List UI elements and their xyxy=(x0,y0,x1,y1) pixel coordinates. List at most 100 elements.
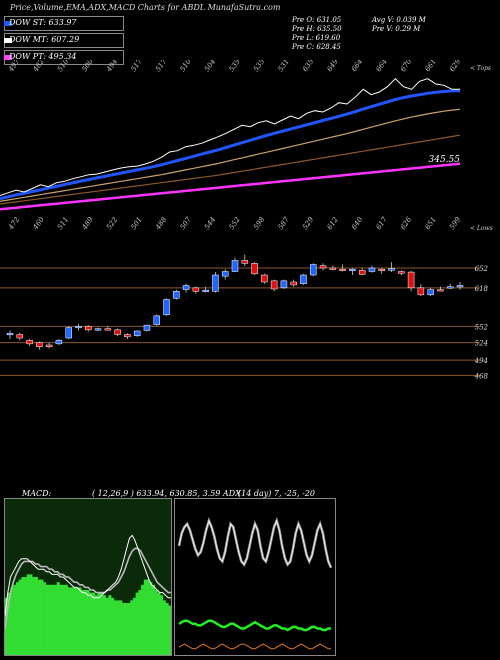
macd-main-line xyxy=(5,534,171,617)
top-tick-label: 494 xyxy=(105,60,120,74)
macd-histogram-bar xyxy=(141,584,145,655)
candle-body xyxy=(55,340,63,345)
adx-panel xyxy=(174,498,336,656)
macd-histogram-bar xyxy=(21,577,25,655)
macd-histogram-bar xyxy=(149,582,153,655)
macd-histogram-bar xyxy=(89,592,93,655)
candle-body xyxy=(319,265,327,269)
macd-histogram-bar xyxy=(135,592,139,655)
price-tick-label: 652 xyxy=(475,265,489,273)
adx-white-line-outer xyxy=(177,516,333,569)
ema-pt-line xyxy=(0,162,461,211)
bottom-tick-label: 598 xyxy=(252,215,267,231)
bottom-tick-label: 501 xyxy=(130,216,144,232)
macd-histogram-bar xyxy=(108,595,112,655)
macd-histogram-bar xyxy=(34,577,38,655)
macd-histogram-bar xyxy=(168,605,171,655)
macd-histogram-bar xyxy=(62,584,66,655)
price-tick-label: 524 xyxy=(475,340,488,348)
candle-body xyxy=(378,268,385,271)
candle-body xyxy=(329,267,337,270)
candle-body xyxy=(456,285,464,288)
bottom-tick-label: 511 xyxy=(56,216,70,232)
top-tick-label: 531 xyxy=(277,60,291,73)
candle-body xyxy=(398,271,405,274)
candle-body xyxy=(251,263,258,275)
legend-dow-st: DOW ST: 633.97 xyxy=(4,16,124,31)
macd-histogram-bar xyxy=(5,597,9,655)
candle-body xyxy=(388,268,395,271)
macd-histogram-bar xyxy=(111,597,115,655)
macd-histogram-bar xyxy=(92,592,96,655)
macd-histogram-bar xyxy=(102,595,106,655)
corner-lows-label: < Lows xyxy=(470,225,493,232)
macd-histogram-bar xyxy=(162,600,166,655)
candle-body xyxy=(114,329,121,335)
macd-histogram-bar xyxy=(100,592,104,655)
macd-values: ( 12,26,9 ) 633.94, 630.85, 3.59 ADX xyxy=(92,489,241,498)
macd-histogram-bar xyxy=(32,577,36,655)
candle-body xyxy=(261,274,268,283)
top-tick-label: 517 xyxy=(154,60,169,73)
candle-body xyxy=(221,271,229,277)
candle-body xyxy=(310,264,317,276)
legend-dow-pt: DOW PT: 495.34 xyxy=(4,50,124,65)
legend-swatch-pt xyxy=(4,55,12,60)
candle-body xyxy=(300,274,307,284)
bottom-tick-label: 640 xyxy=(350,215,365,231)
macd-label: MACD: xyxy=(22,489,52,498)
candle-body xyxy=(143,324,151,331)
candle-body xyxy=(26,340,33,345)
bottom-tick-label: 617 xyxy=(375,215,390,231)
macd-histogram-bar xyxy=(124,603,128,655)
adx-white-line xyxy=(178,519,332,568)
candle-body xyxy=(290,281,297,286)
candle-body xyxy=(16,334,24,339)
bottom-tick-label: 552 xyxy=(228,215,243,231)
bottom-tick-label: 507 xyxy=(179,215,194,231)
macd-histogram-bar xyxy=(127,603,131,655)
adx-orange-line xyxy=(178,643,331,650)
bottom-tick-label: 612 xyxy=(326,215,341,231)
top-tick-label: 670 xyxy=(399,60,414,73)
macd-histogram-bar xyxy=(157,592,161,655)
macd-histogram-bar xyxy=(143,579,147,655)
macd-histogram-bar xyxy=(64,584,68,655)
macd-histogram-bar xyxy=(10,587,14,655)
chart-title: Price,Volume,EMA,ADX,MACD Charts for ABD… xyxy=(10,3,281,12)
macd-histogram-bar xyxy=(59,584,63,655)
macd-histogram-bar xyxy=(15,582,19,655)
macd-histogram-bar xyxy=(70,587,74,655)
bottom-tick-label: 626 xyxy=(399,215,414,231)
macd-histogram-bar xyxy=(165,603,169,655)
candle-body xyxy=(270,280,278,290)
ema-value-label: 345.55 xyxy=(429,155,461,165)
top-tick-label: 510 xyxy=(56,60,71,73)
legend-swatch-mt xyxy=(4,38,12,43)
candle-body xyxy=(104,328,112,331)
candle-body xyxy=(202,289,209,292)
top-tick-label: 517 xyxy=(130,60,145,73)
top-tick-label: 482 xyxy=(31,60,46,74)
candle-body xyxy=(407,271,415,289)
macd-histogram-bar xyxy=(160,595,164,655)
macd-histogram-bar xyxy=(97,592,101,655)
macd-histogram-bar xyxy=(132,597,136,655)
top-tick-label: 500 xyxy=(81,60,96,73)
candle-body xyxy=(6,333,14,336)
candle-body xyxy=(349,268,356,271)
top-tick-label: 535 xyxy=(228,60,243,73)
macd-signal-line xyxy=(5,547,171,630)
macd-panel xyxy=(4,498,172,656)
candle-body xyxy=(173,291,180,299)
candle-body xyxy=(446,286,454,289)
candle-body xyxy=(192,287,200,292)
adx-green-line xyxy=(178,619,331,632)
candle-body xyxy=(182,285,190,290)
macd-histogram-bar xyxy=(51,584,55,655)
macd-histogram-bar xyxy=(81,590,85,655)
candle-body xyxy=(133,330,141,336)
candle-body xyxy=(94,328,102,331)
macd-histogram-bar xyxy=(18,579,22,655)
